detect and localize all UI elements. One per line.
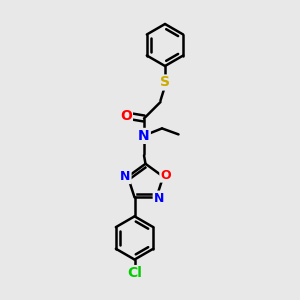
Text: O: O (160, 169, 171, 182)
Text: N: N (120, 170, 130, 183)
Text: S: S (160, 76, 170, 89)
Text: O: O (120, 109, 132, 122)
Text: N: N (138, 129, 150, 143)
Text: Cl: Cl (127, 266, 142, 280)
Text: N: N (154, 191, 164, 205)
